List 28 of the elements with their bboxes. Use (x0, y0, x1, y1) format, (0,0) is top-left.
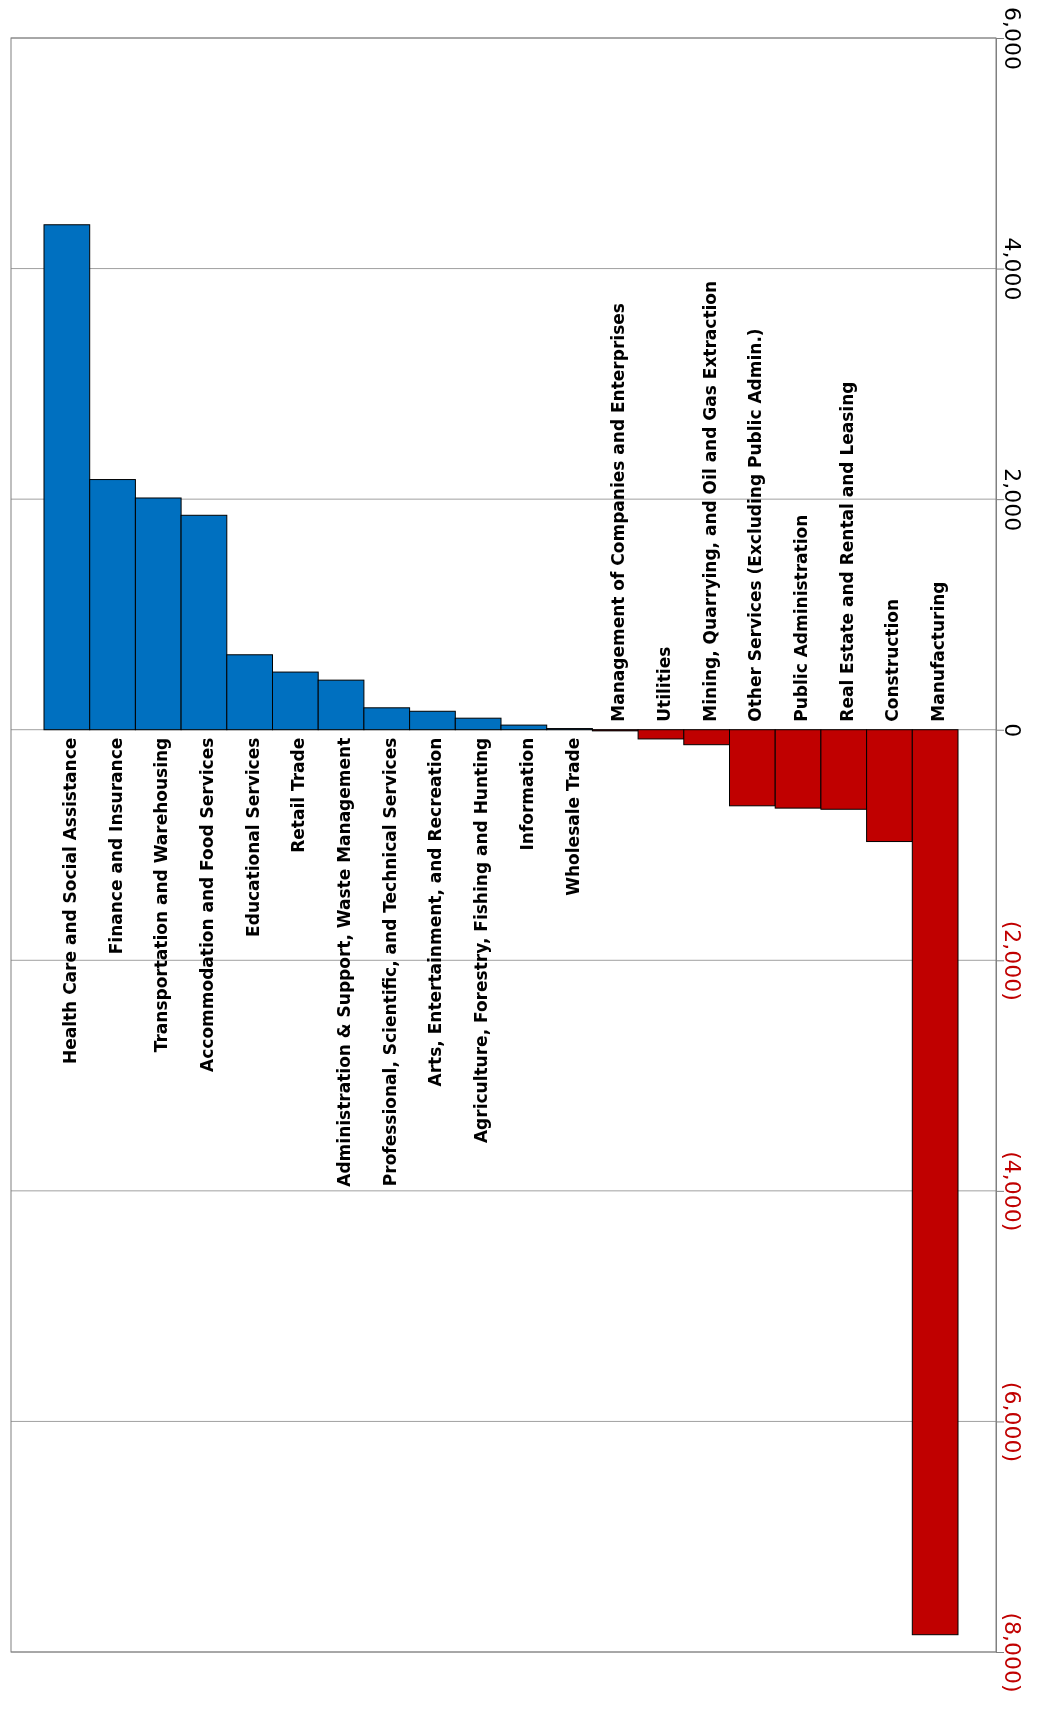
x-tick-label: Accommodation and Food Services (196, 737, 217, 1072)
y-tick-label: 2,000 (1000, 468, 1026, 532)
x-tick-label: Manufacturing (928, 581, 949, 722)
x-tick-label: Administration & Support, Waste Management (334, 737, 355, 1187)
y-tick-label: (2,000) (1000, 920, 1026, 1001)
x-tick-label: Real Estate and Rental and Leasing (836, 381, 857, 722)
y-tick-label: (6,000) (1000, 1381, 1026, 1463)
x-tick-label: Management of Companies and Enterprises (608, 303, 629, 722)
y-tick-label: 6,000 (1000, 7, 1026, 70)
x-tick-label: Utilities (653, 646, 674, 722)
x-tick-label: Transportation and Warehousing (151, 737, 172, 1053)
x-tick-label: Other Services (Excluding Public Admin.) (745, 328, 766, 722)
x-tick-label: Construction (882, 598, 903, 722)
x-tick-label: Health Care and Social Assistance (59, 737, 80, 1065)
x-tick-label: Mining, Quarrying, and Oil and Gas Extraction (699, 280, 720, 722)
x-tick-label: Professional, Scientific, and Technical Services (379, 737, 400, 1187)
x-tick-label: Finance and Insurance (105, 737, 126, 955)
x-tick-label: Public Administration (791, 514, 812, 722)
y-tick-label: 0 (1000, 723, 1026, 738)
x-tick-label: Wholesale Trade (562, 737, 583, 896)
y-tick-label: (8,000) (1000, 1612, 1026, 1693)
x-tick-label: Agriculture, Forestry, Fishing and Hunting (471, 737, 492, 1144)
x-tick-label: Arts, Entertainment, and Recreation (425, 737, 446, 1087)
x-tick-label: Educational Services (242, 737, 263, 937)
x-tick-label: Retail Trade (288, 737, 309, 853)
x-tick-label: Information (516, 737, 537, 851)
y-tick-label: (4,000) (1000, 1151, 1026, 1232)
y-tick-label: 4,000 (1000, 237, 1026, 301)
